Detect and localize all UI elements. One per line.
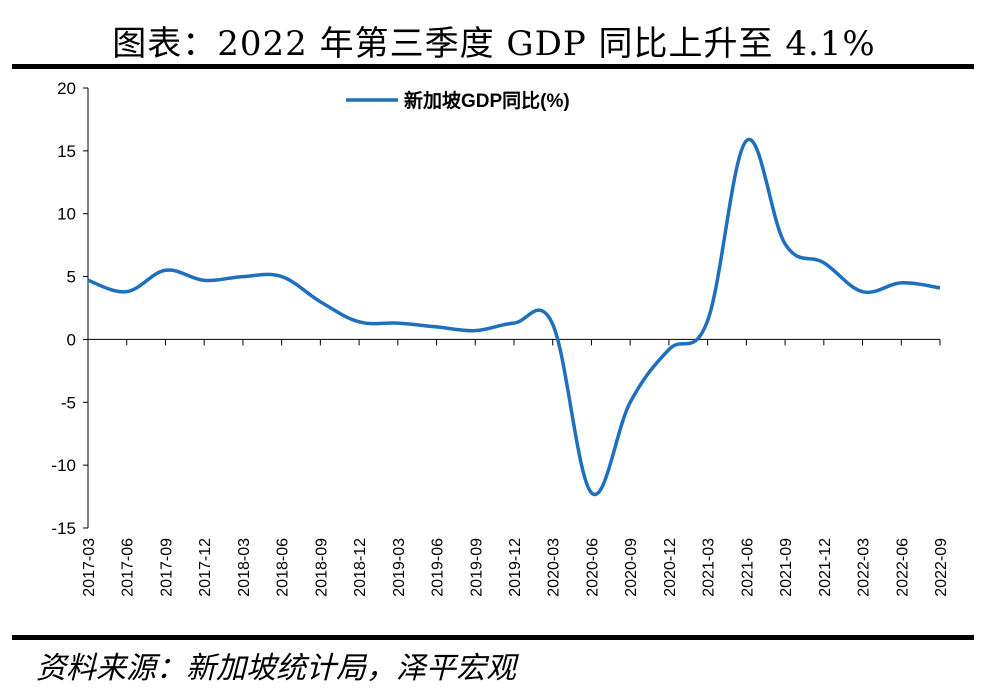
data-point bbox=[396, 322, 399, 325]
data-point bbox=[784, 242, 787, 245]
y-tick-label: 10 bbox=[57, 205, 76, 224]
data-point bbox=[590, 491, 593, 494]
data-point bbox=[319, 300, 322, 303]
x-tick-label: 2020-06 bbox=[584, 538, 601, 597]
x-tick-label: 2018-06 bbox=[275, 538, 292, 597]
tick-labels: -15 -10 -5 0 5 10 15 20 2017-03 2017-06 2017-09 201… bbox=[51, 79, 950, 597]
data-point bbox=[745, 139, 748, 142]
data-point bbox=[241, 275, 244, 278]
y-tick-label: 20 bbox=[57, 79, 76, 98]
data-point bbox=[474, 329, 477, 332]
x-tick-label: 2021-09 bbox=[778, 538, 795, 597]
data-point bbox=[358, 320, 361, 323]
y-tick-label: 0 bbox=[67, 330, 76, 349]
x-tick-label: 2017-12 bbox=[197, 538, 214, 597]
source-note: 资料来源：新加坡统计局，泽平宏观 bbox=[36, 651, 516, 686]
x-tick-label: 2021-03 bbox=[701, 538, 718, 597]
y-tick-label: 5 bbox=[67, 268, 76, 287]
x-tick-label: 2022-06 bbox=[894, 538, 911, 597]
x-tick-label: 2019-12 bbox=[507, 538, 524, 597]
data-point bbox=[900, 281, 903, 284]
y-tick-label: -5 bbox=[61, 393, 76, 412]
x-tick-label: 2021-06 bbox=[739, 538, 756, 597]
data-point bbox=[513, 322, 516, 325]
data-point bbox=[629, 401, 632, 404]
x-tick-label: 2019-03 bbox=[391, 538, 408, 597]
axes bbox=[83, 87, 941, 529]
x-tick-label: 2020-12 bbox=[662, 538, 679, 597]
x-tick-label: 2019-09 bbox=[468, 538, 485, 597]
data-point bbox=[551, 323, 554, 326]
series-line bbox=[87, 137, 941, 497]
figure-title: 图表：2022 年第三季度 GDP 同比上升至 4.1% bbox=[112, 24, 876, 64]
x-tick-label: 2018-09 bbox=[313, 538, 330, 597]
x-tick-label: 2017-09 bbox=[158, 538, 175, 597]
x-tick-label: 2017-03 bbox=[81, 538, 98, 597]
x-tick-label: 2022-09 bbox=[933, 538, 950, 597]
x-tick-label: 2022-03 bbox=[856, 538, 873, 597]
x-tick-label: 2020-09 bbox=[623, 538, 640, 597]
data-point bbox=[164, 269, 167, 272]
x-tick-label: 2018-03 bbox=[236, 538, 253, 597]
top-rule bbox=[12, 64, 974, 69]
data-point bbox=[280, 275, 283, 278]
legend: 新加坡GDP同比(%) bbox=[346, 89, 570, 112]
data-point bbox=[435, 325, 438, 328]
x-tick-label: 2019-06 bbox=[430, 538, 447, 597]
y-tick-label: 15 bbox=[57, 142, 76, 161]
data-point bbox=[203, 279, 206, 282]
data-point bbox=[125, 290, 128, 293]
legend-label: 新加坡GDP同比(%) bbox=[404, 89, 570, 112]
data-point bbox=[667, 348, 670, 351]
bottom-rule bbox=[12, 635, 974, 640]
data-point bbox=[822, 261, 825, 264]
data-point bbox=[939, 286, 942, 289]
y-tick-label: -10 bbox=[51, 456, 76, 475]
x-tick-label: 2021-12 bbox=[817, 538, 834, 597]
x-tick-label: 2017-06 bbox=[120, 538, 137, 597]
y-tick-label: -15 bbox=[51, 519, 76, 538]
series-layer bbox=[87, 137, 942, 497]
data-point bbox=[706, 319, 709, 322]
x-tick-label: 2020-03 bbox=[546, 538, 563, 597]
data-point bbox=[87, 279, 90, 282]
x-tick-label: 2018-12 bbox=[352, 538, 369, 597]
data-point bbox=[861, 290, 864, 293]
